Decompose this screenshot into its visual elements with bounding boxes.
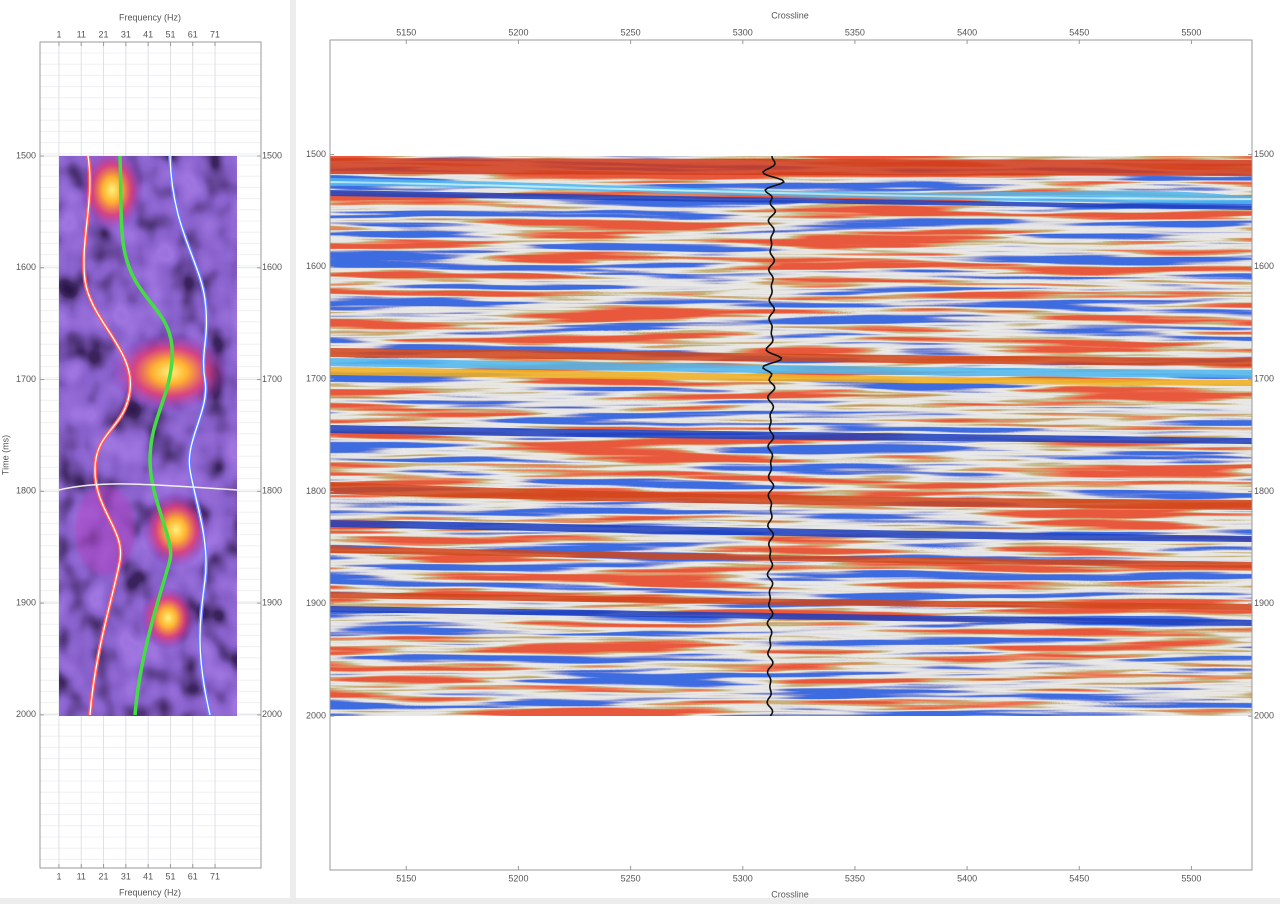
y-tick-label: 2000 <box>16 709 36 719</box>
seismic-section <box>330 156 1252 716</box>
right-plot-frame <box>329 39 1253 871</box>
x-tick-label: 5300 <box>733 27 753 37</box>
y-tick-label: 2000 <box>262 709 282 719</box>
x-tick-label: 61 <box>188 871 198 881</box>
x-tick-label: 61 <box>188 29 198 39</box>
y-tick-label: 1500 <box>16 150 36 160</box>
y-tick-label: 1900 <box>262 597 282 607</box>
y-tick-label: 1500 <box>1254 149 1274 159</box>
x-tick-label: 5200 <box>508 873 528 883</box>
y-tick-label: 1800 <box>262 486 282 496</box>
x-tick-label: 1 <box>56 29 61 39</box>
x-tick-label: 5450 <box>1069 873 1089 883</box>
y-tick-label: 1700 <box>262 374 282 384</box>
x-tick-label: 5350 <box>845 873 865 883</box>
y-tick-label: 1600 <box>262 262 282 272</box>
y-tick-label: 1700 <box>1254 374 1274 384</box>
y-tick-label: 2000 <box>306 711 326 721</box>
x-tick-label: 5250 <box>621 873 641 883</box>
x-tick-label: 5150 <box>396 873 416 883</box>
y-axis-title: Time (ms) <box>0 435 10 475</box>
x-tick-label: 71 <box>210 871 220 881</box>
y-tick-label: 1700 <box>306 374 326 384</box>
x-axis-title-bottom: Frequency (Hz) <box>119 887 181 897</box>
status-strip <box>0 898 1280 904</box>
x-tick-label: 5200 <box>508 27 528 37</box>
x-tick-label: 41 <box>143 29 153 39</box>
left-plot-frame <box>39 41 262 869</box>
y-tick-label: 1800 <box>16 486 36 496</box>
x-tick-label: 11 <box>77 871 86 881</box>
y-tick-label: 1800 <box>1254 486 1274 496</box>
y-tick-label: 1900 <box>16 597 36 607</box>
y-tick-label: 1900 <box>1254 598 1274 608</box>
y-tick-label: 2000 <box>1254 711 1274 721</box>
x-tick-label: 5500 <box>1181 27 1201 37</box>
x-tick-label: 11 <box>77 29 86 39</box>
x-tick-label: 5250 <box>621 27 641 37</box>
x-tick-label: 5400 <box>957 873 977 883</box>
y-tick-label: 1500 <box>306 149 326 159</box>
y-tick-label: 1700 <box>16 374 36 384</box>
x-axis-title-top: Frequency (Hz) <box>119 12 181 22</box>
x-axis-title-bottom: Crossline <box>771 889 809 899</box>
x-tick-label: 5350 <box>845 27 865 37</box>
y-tick-label: 1600 <box>306 261 326 271</box>
y-tick-label: 1500 <box>262 150 282 160</box>
y-tick-label: 1600 <box>16 262 36 272</box>
x-tick-label: 71 <box>210 29 220 39</box>
x-tick-label: 21 <box>99 29 109 39</box>
x-tick-label: 21 <box>99 871 109 881</box>
x-tick-label: 5450 <box>1069 27 1089 37</box>
x-tick-label: 5500 <box>1181 873 1201 883</box>
x-tick-label: 41 <box>143 871 153 881</box>
x-tick-label: 5400 <box>957 27 977 37</box>
x-tick-label: 51 <box>165 871 175 881</box>
x-axis-title-top: Crossline <box>771 10 809 20</box>
x-tick-label: 51 <box>165 29 175 39</box>
x-tick-label: 5300 <box>733 873 753 883</box>
y-tick-label: 1800 <box>306 486 326 496</box>
y-tick-label: 1600 <box>1254 261 1274 271</box>
x-tick-label: 31 <box>121 29 131 39</box>
splitter[interactable] <box>290 0 296 898</box>
x-tick-label: 5150 <box>396 27 416 37</box>
y-tick-label: 1900 <box>306 598 326 608</box>
spectrogram <box>59 156 237 716</box>
trace-wiggle <box>761 156 785 716</box>
x-tick-label: 31 <box>121 871 131 881</box>
x-tick-label: 1 <box>56 871 61 881</box>
